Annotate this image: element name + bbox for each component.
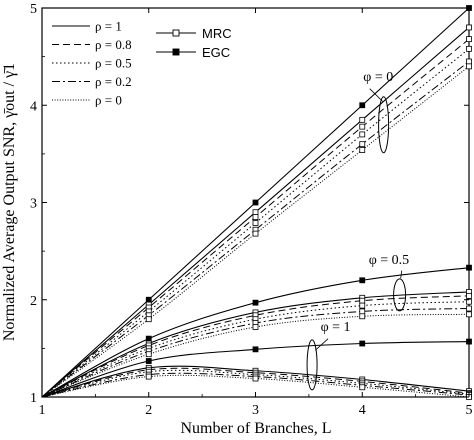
egc-marker: [145, 296, 152, 303]
y-tick-label: 1: [30, 391, 37, 406]
y-axis-title: Normalized Average Output SNR, γ̄out / γ…: [1, 63, 18, 341]
annotation-layer: φ = 0 φ = 0.5 φ = 1: [306, 70, 409, 391]
mrc-marker: [466, 45, 472, 52]
mrc-marker: [359, 384, 366, 391]
mrc-marker: [359, 302, 366, 309]
y-tick-label: 2: [30, 294, 37, 309]
mrc-marker: [145, 373, 152, 380]
egc-marker: [252, 199, 259, 206]
mrc-marker: [359, 141, 366, 148]
egc-marker: [466, 338, 472, 345]
phi-annotation: φ = 0.5: [369, 253, 409, 268]
series-line: [41, 61, 470, 398]
tick-layer: 1 2 3 4 5 1 2 3 4 5: [30, 2, 473, 418]
x-tick-label: 3: [252, 403, 259, 418]
series-line: [41, 295, 470, 398]
x-tick-label: 2: [145, 403, 152, 418]
mrc-marker: [359, 116, 366, 123]
egc-marker: [252, 299, 259, 306]
legend-label: ρ = 0.2: [95, 74, 132, 89]
y-tick-label: 3: [30, 197, 37, 212]
mrc-marker: [359, 308, 366, 315]
legend-label: MRC: [202, 26, 232, 41]
mrc-marker: [359, 147, 366, 153]
series-line: [41, 48, 470, 398]
mrc-marker: [466, 24, 472, 31]
mrc-marker: [466, 305, 472, 312]
annotation-leader: [315, 338, 329, 351]
mrc-marker: [252, 209, 259, 216]
mrc-marker: [359, 123, 366, 130]
legend-label: ρ = 0: [95, 93, 122, 108]
mrc-marker: [145, 351, 152, 358]
mrc-marker: [359, 313, 366, 320]
mrc-marker: [466, 311, 472, 318]
legend-label: ρ = 0.8: [95, 37, 132, 52]
series-line: [41, 372, 470, 398]
group-ellipse: [378, 96, 390, 154]
egc-marker: [359, 277, 366, 284]
phi-annotation: φ = 1: [321, 320, 351, 335]
legend-label: ρ = 1: [95, 19, 122, 34]
egc-marker: [359, 102, 366, 109]
legend: ρ = 1 ρ = 0.8 ρ = 0.5 ρ = 0.2 ρ = 0 MRC EGC: [52, 19, 232, 108]
mrc-marker: [252, 324, 259, 330]
mrc-marker: [466, 292, 472, 299]
y-tick-label: 5: [30, 2, 37, 17]
legend-label: ρ = 0.5: [95, 56, 132, 71]
mrc-marker: [252, 214, 259, 220]
annotation-leader: [369, 88, 383, 102]
marker-layer: [145, 5, 472, 400]
mrc-marker: [466, 36, 472, 43]
egc-marker: [145, 358, 152, 364]
legend-marker: [172, 29, 180, 37]
group-ellipse: [306, 339, 318, 391]
mrc-marker: [466, 298, 472, 305]
mrc-marker: [359, 131, 366, 138]
group-ellipse: [393, 278, 407, 312]
mrc-marker: [145, 316, 152, 323]
egc-marker: [252, 346, 259, 353]
egc-marker: [359, 340, 366, 347]
series-line: [41, 65, 470, 398]
x-tick-label: 1: [39, 403, 46, 418]
mrc-marker: [252, 220, 259, 226]
annotation-leader: [400, 270, 403, 279]
egc-marker: [145, 335, 152, 342]
mrc-marker: [252, 375, 259, 382]
x-axis-title: Number of Branches, L: [180, 420, 331, 437]
mrc-marker: [359, 297, 366, 304]
y-tick-label: 4: [30, 99, 37, 114]
legend-label: EGC: [202, 45, 230, 60]
mrc-marker: [466, 63, 472, 70]
x-tick-label: 5: [466, 403, 473, 418]
mrc-marker: [466, 58, 472, 65]
mrc-marker: [252, 230, 259, 237]
egc-marker: [466, 264, 472, 271]
legend-marker: [172, 48, 180, 56]
phi-annotation: φ = 0: [363, 70, 393, 85]
x-tick-label: 4: [359, 403, 366, 418]
